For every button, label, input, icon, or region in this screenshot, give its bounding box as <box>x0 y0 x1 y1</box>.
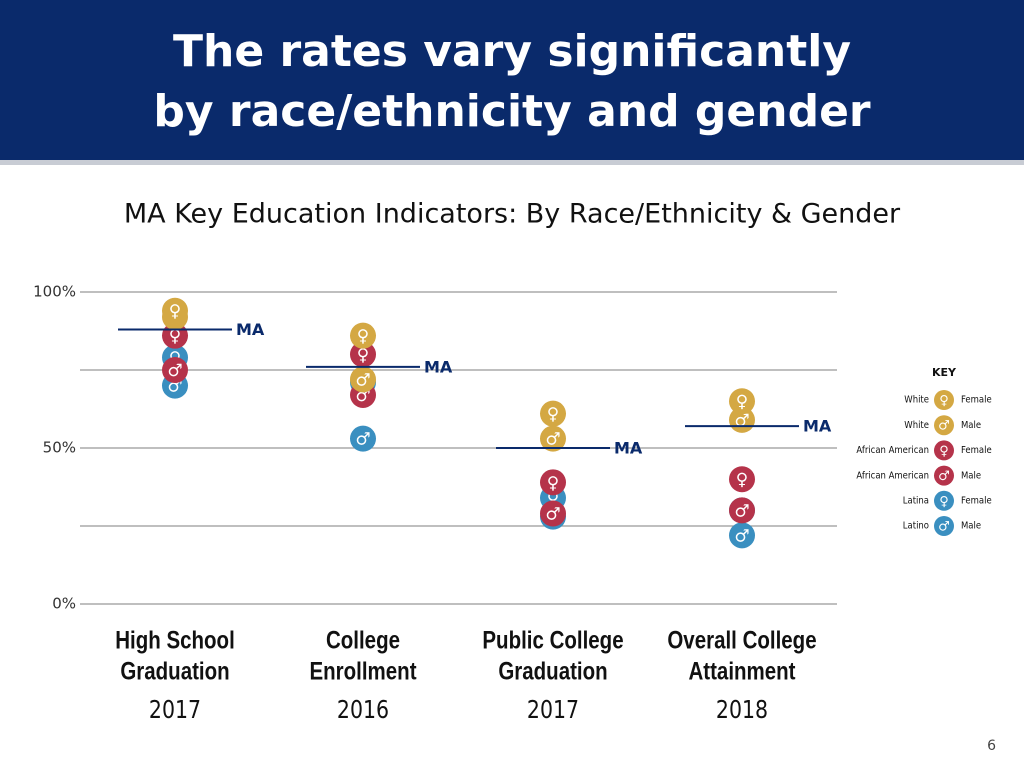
dot <box>350 322 376 349</box>
legend-race: Latina <box>903 495 929 507</box>
legend-swatch <box>934 390 954 410</box>
legend-race: White <box>904 419 929 431</box>
dot <box>350 366 376 393</box>
legend-symbol: ♂ <box>938 469 950 484</box>
slide-title: by race/ethnicity and gender <box>153 86 871 137</box>
x-category-label: College <box>326 626 400 654</box>
dot-symbol: ♂ <box>355 430 370 450</box>
x-category-year: 2016 <box>337 696 389 724</box>
legend-swatch <box>934 415 954 436</box>
x-category-year: 2017 <box>527 696 579 724</box>
dot-symbol: ♀ <box>736 392 748 412</box>
legend-race: Latino <box>903 520 929 532</box>
reference-label: MA <box>614 439 643 458</box>
slide-title: The rates vary significantly <box>173 26 851 77</box>
x-category-year: 2017 <box>149 696 201 724</box>
dot-symbol: ♂ <box>545 505 560 525</box>
dot <box>729 522 755 549</box>
x-category-label: Graduation <box>498 657 607 685</box>
dot <box>540 400 566 427</box>
x-category-label: Enrollment <box>309 657 416 685</box>
legend-symbol: ♂ <box>938 520 950 535</box>
legend-gender: Male <box>961 419 981 431</box>
dot <box>540 500 566 527</box>
dot <box>729 388 755 415</box>
legend-swatch <box>934 440 954 461</box>
legend-symbol: ♀ <box>939 394 949 409</box>
legend-race: African American <box>856 444 929 456</box>
dot <box>350 425 376 452</box>
legend-symbol: ♀ <box>939 494 949 509</box>
chart-title: MA Key Education Indicators: By Race/Eth… <box>124 199 901 230</box>
legend-gender: Male <box>961 470 981 482</box>
x-category-label: High School <box>115 626 235 654</box>
legend-gender: Female <box>961 495 992 507</box>
dot-symbol: ♀ <box>169 327 181 347</box>
dot <box>540 425 566 452</box>
dot-symbol: ♀ <box>169 302 181 322</box>
dot-symbol: ♀ <box>736 470 748 490</box>
x-category-label: Public College <box>482 626 623 654</box>
dot <box>729 466 755 493</box>
legend-title: KEY <box>932 366 957 379</box>
dot-symbol: ♂ <box>734 501 749 521</box>
x-category-label: Overall College <box>667 626 816 654</box>
dot-symbol: ♂ <box>355 370 370 390</box>
dot-symbol: ♂ <box>734 526 749 546</box>
page-number: 6 <box>987 738 996 754</box>
dot <box>729 497 755 524</box>
y-tick-label: 50% <box>43 439 76 457</box>
legend-swatch <box>934 465 954 486</box>
x-category-year: 2018 <box>716 696 768 724</box>
reference-label: MA <box>424 357 453 376</box>
dot-symbol: ♀ <box>357 327 369 347</box>
header-rule <box>0 160 1024 165</box>
dot <box>162 357 188 383</box>
dot-symbol: ♀ <box>547 405 559 425</box>
reference-label: MA <box>803 417 832 436</box>
legend-symbol: ♀ <box>939 444 949 459</box>
legend-race: African American <box>856 470 929 482</box>
dot-symbol: ♂ <box>167 361 182 381</box>
dot-symbol: ♀ <box>547 473 559 493</box>
x-category-label: Graduation <box>120 657 229 685</box>
dot <box>350 341 376 368</box>
legend-swatch <box>934 516 954 536</box>
legend-gender: Female <box>961 444 992 456</box>
legend-swatch <box>934 490 954 511</box>
dot <box>540 469 566 496</box>
dot-symbol: ♂ <box>545 430 560 450</box>
reference-label: MA <box>236 320 265 339</box>
y-tick-label: 0% <box>52 595 76 613</box>
dot-symbol: ♀ <box>357 345 369 365</box>
y-tick-label: 100% <box>33 283 76 301</box>
legend-symbol: ♂ <box>938 419 950 434</box>
x-category-label: Attainment <box>688 657 795 685</box>
header-band <box>0 0 1024 160</box>
legend-gender: Male <box>961 520 981 532</box>
dot <box>162 297 188 324</box>
legend-gender: Female <box>961 394 992 406</box>
legend-race: White <box>904 394 929 406</box>
